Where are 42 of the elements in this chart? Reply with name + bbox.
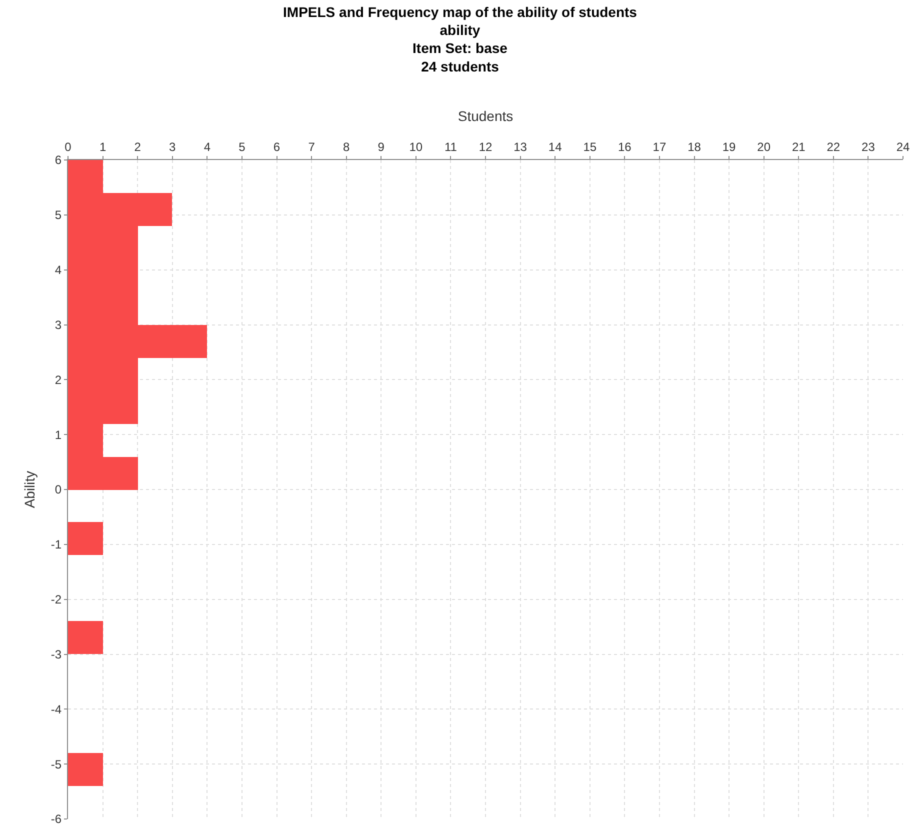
x-tick-label: 23 xyxy=(862,140,876,154)
y-tick-label: 5 xyxy=(54,208,62,222)
y-tick-label: -2 xyxy=(50,592,62,607)
x-tick-label: 24 xyxy=(896,140,910,154)
chart-subtitle: ability Item Set: base 24 students xyxy=(412,22,508,74)
x-tick-label: 18 xyxy=(688,140,702,154)
x-tick-label: 6 xyxy=(273,140,280,154)
x-tick-label: 13 xyxy=(514,140,528,154)
x-tick-label: 9 xyxy=(378,140,385,154)
x-tick-label: 15 xyxy=(583,140,597,154)
x-tick-label: 16 xyxy=(618,140,632,154)
x-tick-label: 20 xyxy=(757,140,771,154)
y-tick-label: -5 xyxy=(50,757,62,772)
y-tick-label: 3 xyxy=(54,318,62,332)
y-axis-title: Ability xyxy=(22,470,38,508)
x-tick-label: 0 xyxy=(64,140,72,154)
x-tick-label: 2 xyxy=(134,140,142,154)
x-tick-label: 1 xyxy=(99,140,106,154)
y-tick-label: 1 xyxy=(54,428,62,442)
y-tick-label: -3 xyxy=(50,647,62,662)
y-tick-label: -6 xyxy=(50,812,62,826)
y-tick-label: 0 xyxy=(54,482,62,497)
x-tick-label: 5 xyxy=(238,140,246,154)
x-tick-label: 19 xyxy=(722,140,736,154)
x-tick-label: 14 xyxy=(548,140,562,154)
x-tick-label: 10 xyxy=(409,140,423,154)
x-tick-label: 21 xyxy=(792,140,806,154)
x-tick-label: 7 xyxy=(308,140,316,154)
x-tick-label: 3 xyxy=(169,140,176,154)
x-tick-label: 22 xyxy=(826,140,840,154)
y-tick-label: 6 xyxy=(54,153,62,168)
x-tick-label: 12 xyxy=(478,140,492,154)
y-tick-label: 2 xyxy=(54,372,62,387)
chart-title: IMPELS and Frequency map of the ability of students xyxy=(283,4,638,20)
x-axis-title: Students xyxy=(458,108,514,124)
x-tick-label: 11 xyxy=(444,140,458,154)
y-tick-label: 4 xyxy=(54,263,62,278)
y-tick-label: -4 xyxy=(50,702,62,716)
x-tick-label: 8 xyxy=(342,140,350,154)
x-tick-label: 4 xyxy=(204,140,211,154)
y-tick-label: -1 xyxy=(50,538,62,552)
x-tick-label: 17 xyxy=(652,140,666,154)
